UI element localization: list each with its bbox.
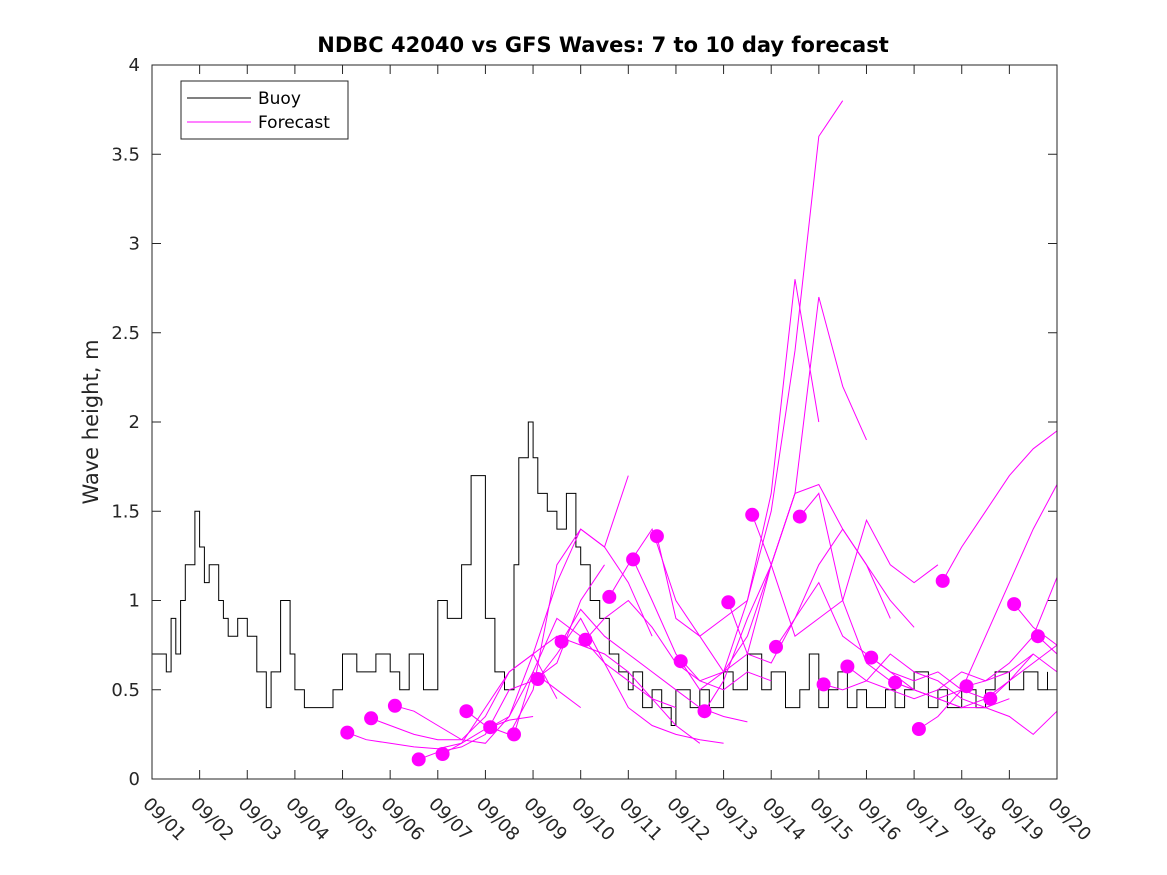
forecast-line — [347, 716, 534, 750]
forecast-marker — [769, 639, 783, 654]
forecast-line — [823, 653, 1010, 709]
forecast-marker — [649, 529, 664, 544]
forecast-marker — [364, 711, 379, 726]
forecast-marker — [507, 727, 521, 742]
x-tick-label: 09/10 — [567, 794, 619, 846]
y-tick-label: 0 — [129, 769, 140, 790]
x-tick-label: 09/13 — [710, 794, 762, 846]
forecast-marker — [864, 650, 879, 665]
x-tick-label: 09/18 — [948, 794, 1000, 846]
y-tick-label: 4 — [129, 55, 140, 76]
y-tick-label: 3.5 — [111, 144, 140, 165]
legend-label-buoy: Buoy — [258, 89, 301, 109]
x-tick-label: 09/19 — [996, 794, 1048, 846]
forecast-marker — [745, 507, 760, 522]
forecast-line — [942, 430, 1058, 582]
x-tick-label: 09/05 — [329, 794, 381, 846]
forecast-marker — [1007, 597, 1022, 612]
x-tick-label: 09/11 — [615, 794, 667, 846]
x-tick-label: 09/08 — [472, 794, 524, 846]
forecast-line — [727, 528, 915, 664]
y-axis-label: Wave height, m — [79, 339, 103, 504]
forecast-marker — [626, 552, 641, 567]
forecast-line — [489, 635, 677, 728]
forecast-marker — [459, 704, 474, 719]
forecast-marker — [840, 659, 855, 674]
forecast-marker — [935, 573, 950, 588]
x-tick-label: 09/04 — [281, 794, 333, 846]
x-tick-label: 09/12 — [662, 794, 714, 846]
forecast-marker — [721, 595, 736, 610]
x-tick-label: 09/15 — [805, 794, 857, 846]
y-tick-label: 3 — [129, 234, 140, 255]
forecast-marker — [530, 672, 545, 686]
forecast-marker — [673, 654, 688, 669]
forecast-marker — [554, 634, 569, 649]
marker-layer — [340, 507, 1045, 767]
forecast-line — [966, 577, 1058, 687]
x-tick-label: 09/16 — [853, 794, 905, 846]
x-tick-label: 09/01 — [138, 794, 190, 846]
x-tick-label: 09/14 — [758, 794, 810, 846]
forecast-line — [847, 653, 1034, 700]
forecast-marker — [578, 632, 593, 647]
forecast-line — [989, 653, 1058, 700]
forecast-line — [1013, 603, 1058, 646]
x-tick-label: 09/09 — [520, 794, 572, 846]
x-tick-label: 09/20 — [1043, 794, 1095, 846]
forecast-marker — [888, 675, 903, 690]
forecast-marker — [1030, 629, 1045, 644]
x-tick-label: 09/17 — [901, 794, 953, 846]
buoy-line — [152, 421, 1048, 726]
x-tick-label: 09/03 — [234, 794, 286, 846]
y-tick-label: 2.5 — [111, 323, 140, 344]
series-layer — [152, 100, 1058, 760]
legend-label-forecast: Forecast — [258, 113, 330, 133]
x-tick-label: 09/07 — [424, 794, 476, 846]
forecast-marker — [697, 704, 712, 719]
forecast-marker — [602, 589, 617, 604]
legend: Buoy Forecast — [180, 80, 349, 140]
chart-title: NDBC 42040 vs GFS Waves: 7 to 10 day for… — [317, 33, 888, 57]
forecast-marker — [959, 679, 974, 694]
forecast-marker — [816, 677, 831, 692]
forecast-line — [894, 644, 1058, 709]
x-tick-label: 09/06 — [377, 794, 429, 846]
legend-box — [180, 80, 349, 140]
forecast-line — [656, 100, 844, 637]
forecast-marker — [911, 722, 926, 736]
forecast-marker — [387, 698, 402, 713]
forecast-line — [561, 608, 748, 723]
forecast-marker — [983, 691, 998, 706]
forecast-marker — [411, 752, 426, 767]
y-tick-label: 2 — [129, 412, 140, 433]
x-tick-label: 09/02 — [186, 794, 238, 846]
y-tick-label: 0.5 — [111, 680, 140, 701]
y-tick-label: 1 — [129, 591, 140, 612]
forecast-line — [394, 671, 581, 744]
forecast-line — [918, 484, 1058, 730]
y-tick-label: 1.5 — [111, 501, 140, 522]
forecast-marker — [340, 725, 355, 740]
y-axis: 0 0.5 1 1.5 2 2.5 3 3.5 4 — [111, 55, 1057, 790]
forecast-marker — [483, 720, 498, 735]
plot-area — [152, 65, 1057, 779]
forecast-marker — [435, 747, 450, 761]
forecast-marker — [792, 509, 807, 524]
